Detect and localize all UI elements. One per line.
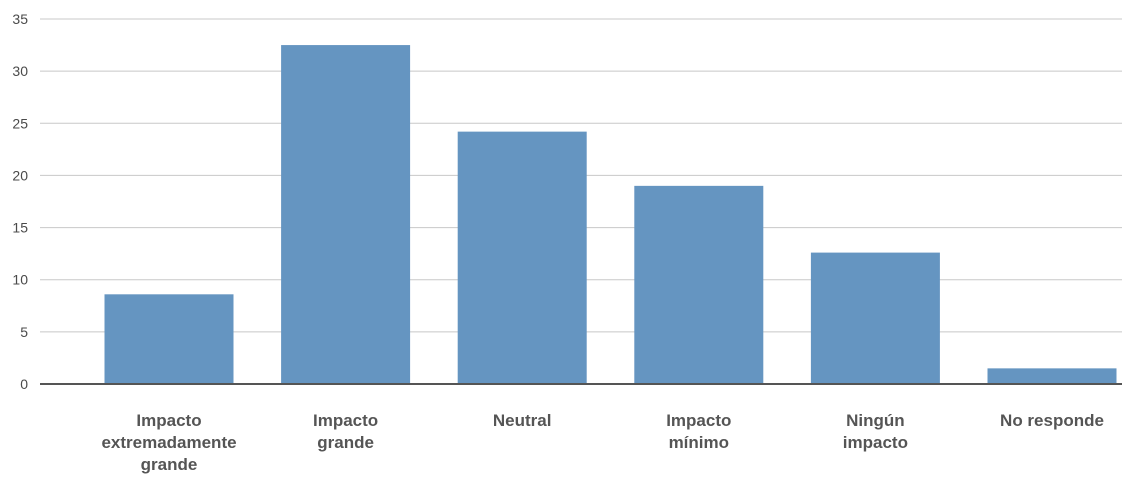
bar <box>634 185 764 384</box>
y-tick-label: 15 <box>12 220 28 236</box>
bar <box>104 294 234 384</box>
x-category-label-line: grande <box>141 455 198 474</box>
x-category-label-line: impacto <box>843 433 908 452</box>
bars <box>104 45 1117 384</box>
x-axis-category-labels: Impacto extremadamente grande Impacto grande… <box>101 411 1104 474</box>
x-category-label-line: Impacto <box>313 411 378 430</box>
y-tick-label: 25 <box>12 115 28 131</box>
x-category-label-line: Impacto <box>666 411 731 430</box>
y-tick-label: 5 <box>20 324 28 340</box>
x-category-label-line: extremadamente <box>101 433 236 452</box>
y-tick-label: 20 <box>12 167 28 183</box>
x-category-label-line: Ningún <box>846 411 905 430</box>
x-category-label: Neutral <box>493 411 552 430</box>
y-tick-label: 30 <box>12 63 28 79</box>
x-category-label-line: Impacto <box>136 411 201 430</box>
x-category-label-line: mínimo <box>669 433 729 452</box>
x-category-label: Impacto extremadamente grande <box>101 411 236 474</box>
x-category-label-line: grande <box>317 433 374 452</box>
x-category-label: Ningún impacto <box>843 411 908 452</box>
bar <box>987 368 1117 384</box>
y-axis-ticks: 0 5 10 15 20 25 30 35 <box>12 11 28 392</box>
bar <box>281 45 411 384</box>
y-tick-label: 10 <box>12 272 28 288</box>
x-category-label: Impacto mínimo <box>666 411 731 452</box>
bar <box>810 252 940 384</box>
x-category-label: No responde <box>1000 411 1104 430</box>
x-category-label-line: Neutral <box>493 411 552 430</box>
x-category-label: Impacto grande <box>313 411 378 452</box>
y-tick-label: 0 <box>20 376 28 392</box>
x-category-label-line: No responde <box>1000 411 1104 430</box>
y-tick-label: 35 <box>12 11 28 27</box>
bar <box>457 131 587 384</box>
